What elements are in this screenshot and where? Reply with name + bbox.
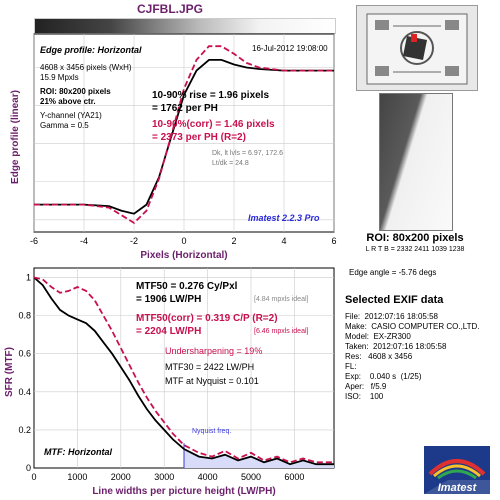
edge-xtick-label: 0 — [181, 236, 186, 246]
mtf-xtick-label: 1000 — [67, 472, 87, 482]
mtf-chart: 0 1000 2000 3000 4000 5000 6000 0 0.2 0.4 0.6 0.8 1… — [4, 267, 335, 497]
mtf-xtick-label: 4000 — [198, 472, 218, 482]
exif-row: Aper: f/5.9 — [345, 382, 387, 391]
edge-xtick-label: -4 — [80, 236, 88, 246]
edge-date: 16-Jul-2012 19:08:00 — [252, 44, 328, 53]
mtf-xlabel: Line widths per picture height (LW/PH) — [92, 486, 275, 497]
mtf-xtick-label: 5000 — [241, 472, 261, 482]
mtf-xtick-label: 2000 — [111, 472, 131, 482]
edge-xtick-label: -2 — [130, 236, 138, 246]
edge-angle: Edge angle = -5.76 degs — [349, 268, 437, 277]
mtf-ytick-label: 0.4 — [18, 387, 31, 397]
mtf-series-corrected — [33, 276, 334, 464]
mtf-xtick-label: 0 — [31, 472, 36, 482]
roi-size-label: ROI: 80x200 pixels — [366, 232, 464, 244]
mtf50-lwph: = 1906 LW/PH — [136, 294, 202, 305]
exif-row: Taken: 2012:07:16 18:05:58 — [345, 342, 447, 351]
edge-xtick-label: 2 — [231, 236, 236, 246]
edge-mpxls: 15.9 Mpxls — [40, 73, 79, 82]
dark-light-levels: Dk, lt lvls = 6.97, 172.6 — [212, 150, 284, 157]
rise-value: 10-90% rise = 1.96 pixels — [152, 90, 270, 101]
exif-row: Model: EX-ZR300 — [345, 332, 411, 341]
edge-profile-chart: -6 -4 -2 0 2 4 6 Pixels (Horizontal) Edge prof… — [10, 33, 337, 261]
mtf-ylabel: SFR (MTF) — [4, 347, 15, 397]
roi-edge-image — [379, 93, 453, 231]
mtf50-ideal: [4.84 mpxls ideal] — [254, 296, 309, 303]
undersharpening: Undersharpening = 19% — [165, 346, 263, 356]
light-dark-ratio: Lt/dk = 24.8 — [212, 160, 249, 167]
exif-title: Selected EXIF data — [345, 294, 444, 306]
exif-row: Make: CASIO COMPUTER CO.,LTD. — [345, 322, 480, 331]
mtf-yticks: 0 0.2 0.4 0.6 0.8 1 — [18, 273, 31, 473]
edge-series-measured — [34, 58, 334, 215]
mtf-xtick-label: 3000 — [154, 472, 174, 482]
edge-gamma: Gamma = 0.5 — [40, 121, 89, 130]
mtf-ytick-label: 0.8 — [18, 311, 31, 321]
rise-corr-value: 10-90%(corr) = 1.46 pixels — [152, 119, 275, 130]
edge-series-corrected — [34, 45, 334, 225]
edge-xtick-label: -6 — [30, 236, 38, 246]
mtf-xticks: 0 1000 2000 3000 4000 5000 6000 — [31, 472, 304, 482]
edge-xlabel: Pixels (Horizontal) — [140, 250, 227, 261]
imatest-logo: Imatest — [424, 446, 490, 494]
test-chart-thumbnail — [356, 5, 478, 91]
edge-panel-title: Edge profile: Horizontal — [40, 45, 142, 55]
mtf-ytick-label: 1 — [26, 273, 31, 283]
imatest-version: Imatest 2.2.3 Pro — [248, 213, 320, 223]
exif-row: Res: 4608 x 3456 — [345, 352, 413, 361]
exif-row: ISO: 100 — [345, 392, 384, 401]
exif-row: FL: — [345, 362, 357, 371]
roi-lrtb: L R T B = 2332 2411 1039 1238 — [365, 246, 465, 253]
mtf-series-group — [33, 276, 334, 466]
edge-ylabel: Edge profile (linear) — [10, 90, 21, 184]
mtf50corr-value: MTF50(corr) = 0.319 C/P (R=2) — [136, 313, 278, 324]
mtf-plot-frame — [33, 267, 335, 469]
edge-series-group — [34, 45, 334, 225]
mtf-ytick-label: 0.2 — [18, 425, 31, 435]
edge-channel: Y-channel (YA21) — [40, 111, 102, 120]
edge-xtick-label: 4 — [281, 236, 286, 246]
edge-image-size: 4608 x 3456 pixels (WxH) — [40, 63, 132, 72]
roi-marker — [411, 34, 417, 42]
mtf50corr-ideal: [6.46 mpxls ideal] — [254, 328, 309, 335]
edge-grid — [33, 34, 335, 232]
mtf-ytick-label: 0.6 — [18, 349, 31, 359]
exif-row: Exp: 0.040 s (1/25) — [345, 372, 422, 381]
logo-text: Imatest — [438, 482, 478, 494]
edge-xticks: -6 -4 -2 0 2 4 6 — [30, 236, 337, 246]
mtf-series-measured — [33, 276, 334, 466]
mtf-panel-title: MTF: Horizontal — [44, 447, 112, 457]
exif-row: File: 2012:07:16 18:05:58 — [345, 312, 438, 321]
edge-above-ctr: 21% above ctr. — [40, 97, 96, 106]
mtf30-value: MTF30 = 2422 LW/PH — [165, 362, 255, 372]
nyquist-label: Nyquist freq. — [192, 428, 232, 435]
test-chart-pattern — [366, 13, 468, 85]
rise-per-ph: = 1762 per PH — [152, 103, 218, 114]
mtf50-value: MTF50 = 0.276 Cy/Pxl — [136, 281, 238, 292]
rise-corr-per-ph: = 2373 per PH (R=2) — [152, 132, 246, 143]
mtf-nyquist-value: MTF at Nyquist = 0.101 — [165, 376, 259, 386]
file-title: CJFBL.JPG — [136, 2, 203, 16]
edge-xtick-label: 6 — [331, 236, 336, 246]
mtf-ytick-label: 0 — [26, 463, 31, 473]
mtf50corr-lwph: = 2204 LW/PH — [136, 326, 202, 337]
edge-roi: ROI: 80x200 pixels — [40, 87, 111, 96]
mtf-xtick-label: 6000 — [284, 472, 304, 482]
